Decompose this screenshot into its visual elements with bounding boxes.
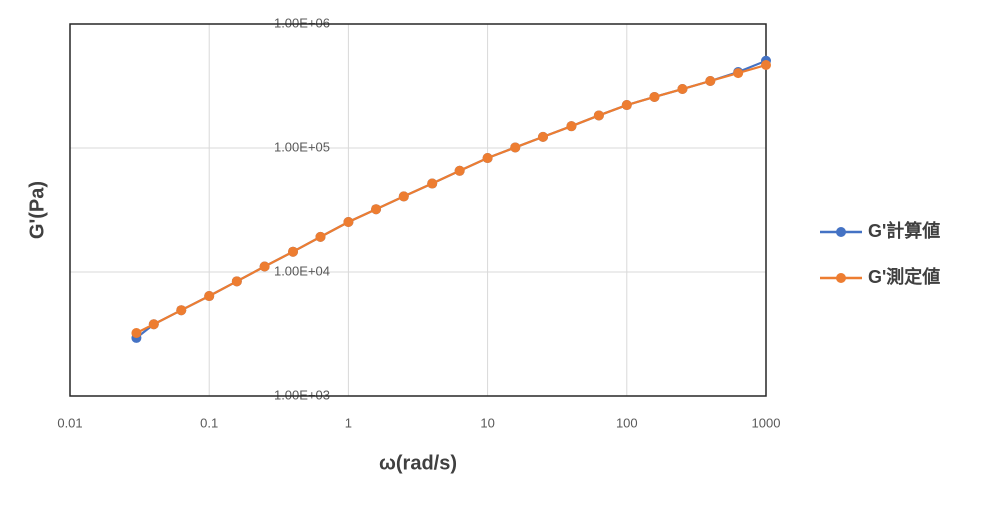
data-point [454,165,465,176]
y-tick-label: 1.00E+06 [274,15,330,30]
data-point [621,100,632,111]
x-tick-label: 1 [345,415,352,430]
x-tick-label: 0.1 [200,415,218,430]
data-point [315,231,326,242]
legend-label: G'計算値 [868,220,940,241]
data-point [482,153,493,164]
data-point [371,204,382,215]
data-point [427,178,438,189]
y-axis-title: G'(Pa) [26,181,48,239]
data-point [231,276,242,287]
x-tick-label: 1000 [752,415,781,430]
legend-marker [836,273,846,283]
legend-label: G'測定値 [868,266,940,287]
series-line [135,59,767,339]
data-point [677,84,688,95]
data-point [204,291,215,302]
data-point [148,319,159,330]
y-tick-label: 1.00E+03 [274,387,330,402]
x-tick-label: 100 [616,415,638,430]
y-tick-label: 1.00E+05 [274,139,330,154]
data-point [593,110,604,121]
x-tick-label: 0.01 [57,415,82,430]
data-point [761,60,771,71]
y-tick-label: 1.00E+04 [274,263,330,278]
data-point [566,121,577,132]
data-point [649,91,660,102]
x-axis-title: ω(rad/s) [379,452,457,474]
legend-marker [836,227,846,237]
data-point [510,142,521,153]
x-tick-label: 10 [480,415,494,430]
data-point [343,217,354,228]
data-point [131,328,142,339]
plot-border [69,23,767,397]
data-point [176,305,187,316]
data-point [259,261,270,272]
data-point [288,246,299,257]
data-point [705,75,716,86]
series-line [135,63,767,335]
data-point [733,68,744,79]
data-point [537,131,548,142]
data-point [398,191,409,202]
